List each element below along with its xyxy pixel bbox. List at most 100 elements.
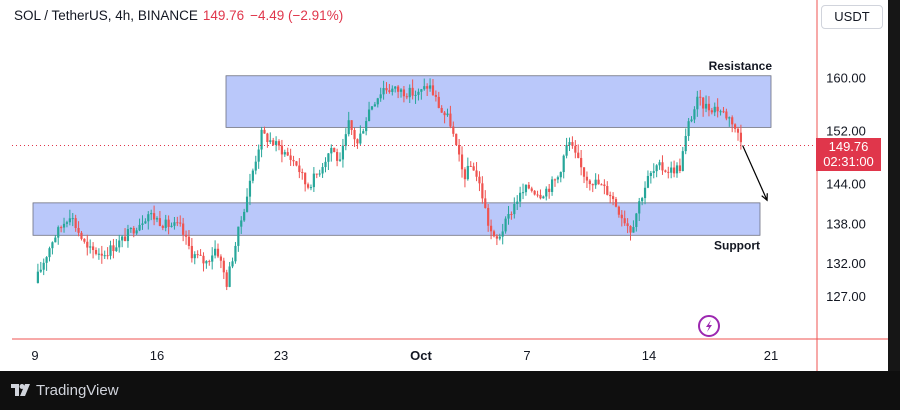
candle-72 bbox=[245, 188, 249, 213]
candle-36 bbox=[141, 215, 144, 230]
lightning-icon[interactable] bbox=[698, 315, 720, 337]
candle-166 bbox=[519, 186, 522, 208]
candle-184 bbox=[571, 136, 574, 149]
y-tick-label: 132.00 bbox=[826, 256, 866, 271]
candle-200 bbox=[617, 205, 620, 218]
candle-158 bbox=[495, 234, 498, 246]
candle-151 bbox=[475, 162, 478, 182]
y-tick-label: 127.00 bbox=[826, 289, 866, 304]
candle-12 bbox=[71, 212, 74, 227]
candle-11 bbox=[68, 209, 71, 226]
footer-bar: TradingView bbox=[0, 371, 900, 410]
candle-21 bbox=[97, 248, 100, 260]
candle-152 bbox=[478, 171, 481, 192]
candle-23 bbox=[103, 250, 106, 259]
candle-217 bbox=[667, 166, 670, 179]
candle-221 bbox=[678, 158, 681, 174]
candle-230 bbox=[704, 95, 708, 113]
candle-35 bbox=[138, 218, 141, 232]
candle-180 bbox=[559, 171, 562, 183]
candle-155 bbox=[487, 204, 490, 232]
candle-19 bbox=[91, 242, 95, 259]
candle-132 bbox=[420, 88, 423, 100]
candle-213 bbox=[655, 164, 658, 178]
candle-202 bbox=[623, 210, 626, 226]
candle-146 bbox=[460, 146, 464, 178]
candle-173 bbox=[539, 189, 542, 200]
candle-57 bbox=[202, 252, 205, 272]
candle-109 bbox=[353, 127, 356, 147]
candle-125 bbox=[399, 88, 403, 98]
candle-6 bbox=[54, 235, 57, 243]
candle-67 bbox=[231, 257, 234, 269]
candle-136 bbox=[431, 79, 435, 96]
candle-44 bbox=[164, 214, 167, 232]
candle-143 bbox=[452, 121, 455, 137]
zone-label-support: Support bbox=[714, 238, 760, 252]
candle-50 bbox=[182, 217, 185, 242]
candle-18 bbox=[89, 239, 92, 254]
candle-130 bbox=[414, 90, 417, 104]
candle-105 bbox=[341, 138, 345, 168]
candle-89 bbox=[295, 160, 298, 167]
candle-176 bbox=[548, 183, 551, 199]
candle-201 bbox=[620, 210, 623, 227]
candle-190 bbox=[588, 179, 591, 191]
candle-116 bbox=[373, 101, 376, 107]
zone-resistance bbox=[225, 75, 772, 128]
candle-3 bbox=[45, 256, 48, 271]
candle-144 bbox=[455, 133, 458, 146]
candle-65 bbox=[225, 269, 228, 291]
candle-78 bbox=[263, 126, 266, 134]
candle-92 bbox=[304, 172, 307, 192]
candle-169 bbox=[527, 181, 530, 190]
candle-54 bbox=[193, 251, 196, 265]
candle-161 bbox=[504, 216, 507, 234]
candle-181 bbox=[562, 154, 565, 179]
candle-135 bbox=[428, 78, 432, 92]
candle-219 bbox=[672, 160, 676, 178]
candle-171 bbox=[533, 190, 536, 196]
candle-129 bbox=[411, 79, 414, 100]
candle-56 bbox=[199, 249, 202, 256]
candle-80 bbox=[269, 132, 272, 144]
candle-220 bbox=[675, 162, 679, 178]
candle-49 bbox=[179, 215, 182, 227]
candle-5 bbox=[51, 241, 54, 255]
candle-134 bbox=[426, 83, 429, 97]
candle-208 bbox=[641, 196, 644, 206]
candle-53 bbox=[190, 238, 193, 263]
candle-172 bbox=[536, 190, 539, 198]
x-tick-label: 14 bbox=[642, 348, 656, 363]
candle-187 bbox=[580, 149, 583, 176]
candle-114 bbox=[367, 101, 371, 122]
candle-227 bbox=[696, 90, 699, 117]
x-tick-label: Oct bbox=[410, 348, 432, 363]
candle-66 bbox=[228, 261, 231, 288]
candle-238 bbox=[728, 116, 731, 127]
candle-145 bbox=[458, 139, 461, 162]
candle-203 bbox=[626, 218, 629, 234]
candle-61 bbox=[214, 240, 217, 259]
chart-header: SOL / TetherUS, 4h, BINANCE 149.76 −4.49 (… bbox=[14, 8, 343, 23]
candle-47 bbox=[173, 216, 176, 230]
x-tick-label: 7 bbox=[523, 348, 530, 363]
candle-55 bbox=[196, 250, 199, 259]
candle-199 bbox=[614, 196, 618, 208]
tradingview-logo-icon[interactable] bbox=[11, 383, 33, 397]
candle-160 bbox=[501, 223, 504, 245]
candles-layer bbox=[36, 78, 743, 291]
candle-131 bbox=[417, 88, 420, 101]
candle-124 bbox=[397, 85, 400, 99]
candle-41 bbox=[155, 216, 159, 223]
candle-126 bbox=[402, 85, 406, 103]
tradingview-brand[interactable]: TradingView bbox=[36, 382, 119, 399]
candle-185 bbox=[574, 140, 577, 159]
x-tick-label: 16 bbox=[150, 348, 164, 363]
candle-39 bbox=[150, 209, 153, 221]
candle-192 bbox=[594, 173, 597, 189]
candle-31 bbox=[126, 224, 130, 248]
candle-24 bbox=[106, 247, 109, 260]
candle-74 bbox=[251, 168, 254, 184]
currency-button[interactable]: USDT bbox=[821, 5, 883, 29]
